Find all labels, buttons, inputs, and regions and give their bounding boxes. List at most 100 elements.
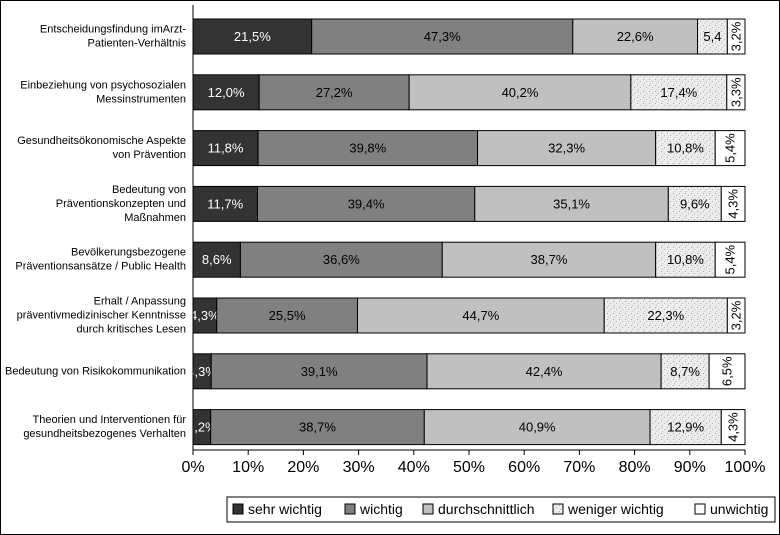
data-label: 3,3% <box>728 77 743 107</box>
bar-segment <box>655 130 716 167</box>
data-label: 8,6% <box>202 252 232 267</box>
data-label: 12,0% <box>208 85 245 100</box>
bar-segment <box>649 409 722 446</box>
x-tick-label: 10% <box>232 459 264 476</box>
legend-label: durchschnittlich <box>438 501 535 517</box>
data-label: 4,3% <box>726 189 741 219</box>
category-label: Theorien und Interventionen für gesundhei… <box>23 414 186 440</box>
bar-segment <box>726 74 746 111</box>
bar-segment <box>630 74 728 111</box>
bar-segment <box>408 74 632 111</box>
legend-box <box>226 496 776 523</box>
data-label: 3,2% <box>187 420 217 435</box>
x-tick-label: 50% <box>453 459 485 476</box>
category-label: Bevölkerungsbezogene Präventionsansätze /… <box>15 247 186 273</box>
data-label: 11,8% <box>208 141 244 156</box>
data-label: 36,6% <box>323 252 360 267</box>
legend: sehr wichtig wichtig durchschnittlich wenig… <box>226 496 776 523</box>
bar-segment <box>726 18 746 55</box>
bar-segment <box>192 185 259 222</box>
data-label: 4,3% <box>726 412 741 442</box>
bar-segment <box>257 185 476 222</box>
data-label: 40,2% <box>502 85 539 100</box>
bar-segment <box>426 353 662 390</box>
category-label: Bedeutung von Präventionskonzepten und Maß… <box>56 184 186 224</box>
legend-label: weniger wichtig <box>567 501 664 517</box>
bars-group: 21,5% 47,3% 22,6% 5,4 3,2% 12,0% 27,2% 40,2% 17,… <box>187 18 746 446</box>
legend-swatch <box>694 503 706 515</box>
x-tick-label: 80% <box>619 459 651 476</box>
legend-label: sehr wichtig <box>248 501 322 517</box>
bar-segment <box>603 297 728 334</box>
bar-segment <box>423 409 651 446</box>
legend-label: wichtig <box>359 501 403 517</box>
bar-segment <box>311 18 574 55</box>
x-tick-label: 70% <box>563 459 595 476</box>
data-label: 42,4% <box>526 364 563 379</box>
data-label: 22,6% <box>617 29 654 44</box>
data-label: 17,4% <box>660 85 697 100</box>
x-axis: 0% 10% 20% 30% 40% 50% 60% 70% 80% 90% 100% <box>181 5 765 476</box>
data-label: 39,1% <box>301 364 338 379</box>
category-label: Gesundheitsökonomische Aspekte von Präven… <box>17 135 186 161</box>
data-label: 3,3% <box>187 364 217 379</box>
data-label: 10,8% <box>667 252 704 267</box>
x-tick-label: 0% <box>181 459 204 476</box>
x-tick-label: 60% <box>508 459 540 476</box>
category-labels-group: Entscheidungsfindung imArzt-Patienten-Ve… <box>5 24 186 441</box>
bar-segment <box>726 297 746 334</box>
legend-swatch <box>422 503 434 515</box>
bar-segment <box>210 409 425 446</box>
data-label: 40,9% <box>519 420 556 435</box>
bar-segment <box>720 185 746 222</box>
data-label: 22,3% <box>647 308 684 323</box>
data-label: 4,3% <box>190 308 220 323</box>
bar-segment <box>356 297 605 334</box>
data-label: 3,2% <box>729 21 744 51</box>
x-tick-label: 20% <box>287 459 319 476</box>
bar-segment <box>697 18 728 55</box>
data-label: 32,3% <box>548 141 585 156</box>
bar-segment <box>660 353 710 390</box>
x-tick-label: 90% <box>674 459 706 476</box>
bar-segment <box>258 74 410 111</box>
bar-segment <box>474 185 669 222</box>
bar-segment <box>714 241 746 278</box>
data-label: 6,5% <box>720 356 735 386</box>
legend-label: unwichtig <box>710 501 768 517</box>
data-label: 5,4% <box>723 244 738 274</box>
data-label: 9,6% <box>680 196 710 211</box>
bar-segment <box>210 353 428 390</box>
x-tick-label: 30% <box>343 459 375 476</box>
data-label: 21,5% <box>234 29 271 44</box>
bar-segment <box>477 130 657 167</box>
bar-segment <box>714 130 746 167</box>
category-label: Einbeziehung von psychosozialen Messinstr… <box>20 79 186 105</box>
data-label: 8,7% <box>670 364 700 379</box>
legend-swatch <box>232 503 244 515</box>
bar-segment <box>441 241 657 278</box>
data-label: 12,9% <box>667 420 704 435</box>
data-label: 11,7% <box>207 196 243 211</box>
bar-segment <box>708 353 746 390</box>
bar-segment <box>720 409 746 446</box>
category-label: Erhalt / Anpassung präventivmedizinischer… <box>17 296 186 336</box>
bar-segment <box>257 130 479 167</box>
x-tick-label: 100% <box>725 459 766 476</box>
data-label: 5,4% <box>723 133 738 163</box>
data-label: 25,5% <box>269 308 306 323</box>
x-tick-label: 40% <box>398 459 430 476</box>
data-label: 10,8% <box>667 141 704 156</box>
legend-swatch <box>344 503 356 515</box>
category-label: Entscheidungsfindung imArzt-Patienten-Ve… <box>40 24 187 50</box>
data-label: 38,7% <box>531 252 568 267</box>
data-label: 5,4 <box>703 29 721 44</box>
legend-swatch <box>552 503 564 515</box>
data-label: 39,8% <box>349 141 386 156</box>
category-label: Bedeutung von Risikokommunikation <box>5 365 186 377</box>
data-label: 35,1% <box>553 196 590 211</box>
bar-segment <box>667 185 722 222</box>
data-label: 38,7% <box>299 420 336 435</box>
